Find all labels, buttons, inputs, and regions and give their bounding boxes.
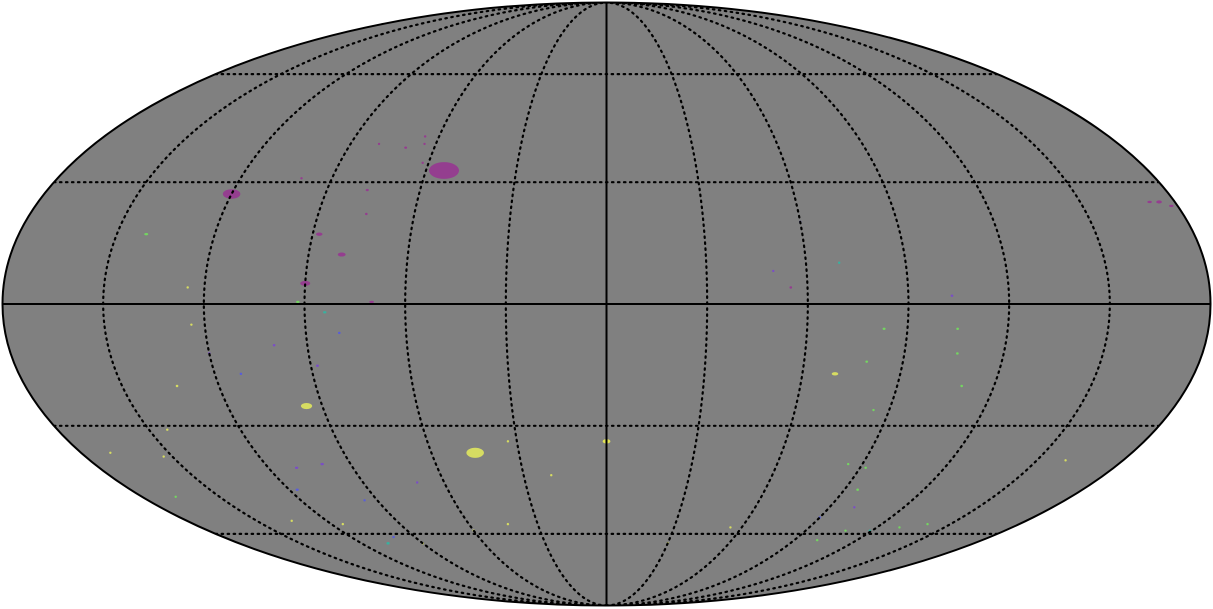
sky-patch [883,328,886,330]
sky-patch [832,372,839,375]
sky-patch [1147,201,1151,203]
sky-patch [507,523,509,525]
sky-patch [847,463,849,465]
sky-patch [864,467,867,469]
sky-patch [174,496,176,498]
sky-patch [144,233,148,235]
sky-patch [338,253,346,257]
sky-patch [865,360,868,362]
sky-patch [729,526,731,528]
sky-patch [301,403,312,409]
sky-patch [363,499,365,501]
sky-patch [320,463,323,465]
sky-patch [342,523,344,525]
sky-patch [550,474,552,476]
sky-patch [404,146,407,148]
sky-patch [240,373,243,375]
sky-patch [316,232,323,235]
sky-patch [378,143,380,145]
sky-patch [176,385,179,387]
sky-patch [366,189,369,191]
sky-patch [365,213,368,215]
sky-patch [423,143,425,145]
sky-patch [429,162,459,179]
sky-patch [898,526,900,528]
sky-patch [223,189,241,198]
sky-patch [424,135,427,137]
sky-patch [416,481,418,483]
sky-patch [296,489,299,491]
sky-patch [816,539,819,541]
sky-patch [951,295,954,297]
sky-patch [956,352,959,354]
sky-patch [316,365,319,367]
sky-patch [926,523,928,525]
sky-patch [1169,205,1173,207]
sky-patch [392,536,395,538]
sky-patch [273,344,276,346]
sky-patch [386,542,389,545]
sky-patch [421,162,423,164]
sky-patch [323,311,326,313]
sky-patch [291,520,293,522]
sky-patch [772,270,774,272]
sky-patch [856,489,859,491]
sky-patch [838,262,840,264]
sky-patch [109,452,111,454]
sky-patch [956,328,959,330]
sky-patch [507,440,509,442]
sky-patch [190,323,192,325]
sky-patch [300,177,302,179]
sky-patch [186,286,188,288]
sky-patch [466,448,484,458]
sky-patch [960,385,963,387]
sky-patch [166,429,168,431]
sky-patch [853,506,855,508]
sky-patch [1064,459,1066,461]
sky-patch [844,529,846,531]
sky-patch [295,467,298,469]
sky-patch [789,286,792,288]
sky-patch [296,301,299,303]
sky-patch [369,301,374,303]
sky-patch [162,455,164,457]
sky-patch [338,332,341,334]
sky-patch [872,409,874,411]
sky-patch [1156,200,1162,203]
